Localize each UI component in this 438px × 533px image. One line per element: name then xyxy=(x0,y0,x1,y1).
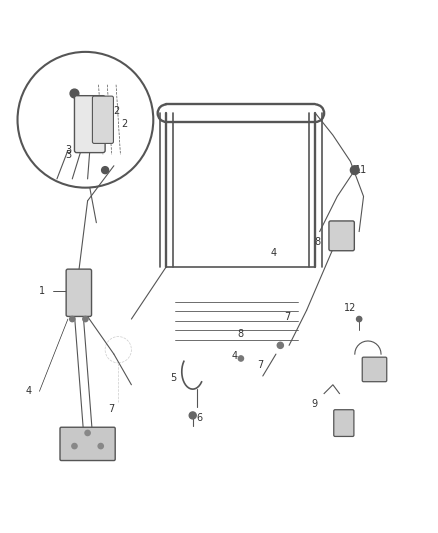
Circle shape xyxy=(72,443,77,449)
FancyBboxPatch shape xyxy=(334,410,354,437)
Circle shape xyxy=(238,356,244,361)
Text: 4: 4 xyxy=(25,386,32,397)
Circle shape xyxy=(189,412,196,419)
Circle shape xyxy=(70,89,79,98)
Text: 11: 11 xyxy=(355,165,367,175)
Circle shape xyxy=(102,167,109,174)
Circle shape xyxy=(277,342,283,349)
Text: 4: 4 xyxy=(231,351,237,361)
Text: 3: 3 xyxy=(65,146,71,156)
Circle shape xyxy=(70,317,75,322)
Text: 7: 7 xyxy=(109,404,115,414)
Text: 3: 3 xyxy=(65,150,71,160)
FancyBboxPatch shape xyxy=(362,357,387,382)
Text: 7: 7 xyxy=(284,312,290,322)
FancyBboxPatch shape xyxy=(329,221,354,251)
Text: 1: 1 xyxy=(39,286,45,296)
Text: 7: 7 xyxy=(258,360,264,370)
FancyBboxPatch shape xyxy=(74,96,105,152)
Text: 5: 5 xyxy=(170,373,176,383)
Circle shape xyxy=(83,317,88,322)
FancyBboxPatch shape xyxy=(60,427,115,461)
Circle shape xyxy=(350,166,359,174)
Text: 4: 4 xyxy=(271,248,277,259)
Text: 12: 12 xyxy=(344,303,357,313)
FancyBboxPatch shape xyxy=(92,96,113,143)
Circle shape xyxy=(85,430,90,435)
Circle shape xyxy=(98,443,103,449)
Text: 8: 8 xyxy=(314,237,321,247)
Text: 6: 6 xyxy=(196,413,202,423)
Text: 8: 8 xyxy=(237,329,243,340)
Circle shape xyxy=(357,317,362,322)
Text: 2: 2 xyxy=(113,106,119,116)
FancyBboxPatch shape xyxy=(66,269,92,317)
Text: 9: 9 xyxy=(311,399,318,409)
Text: 2: 2 xyxy=(122,119,128,129)
